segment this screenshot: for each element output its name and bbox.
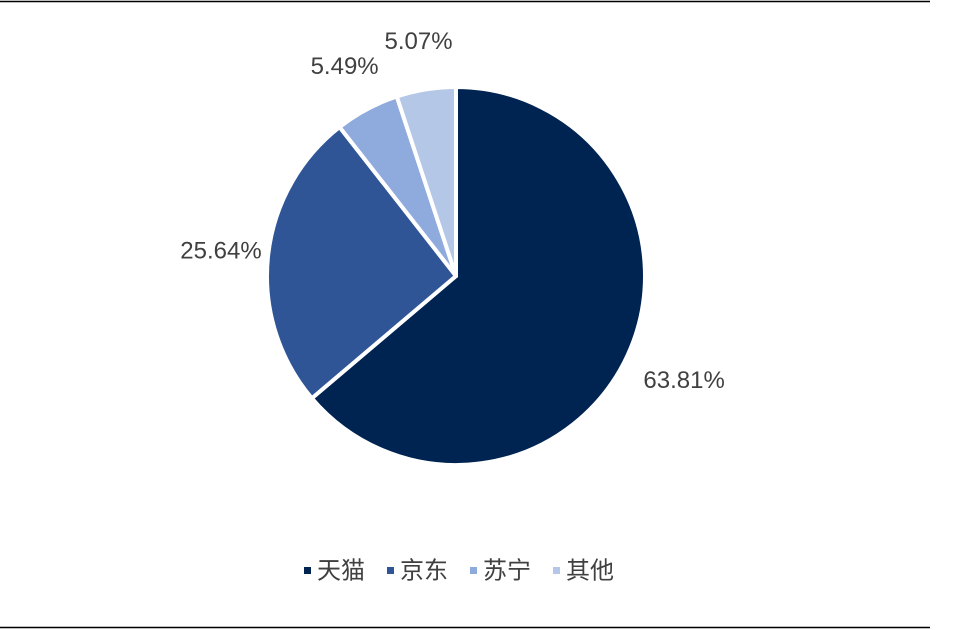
legend: 天猫 京东 苏宁 其他 [304, 557, 614, 585]
legend-swatch [553, 567, 560, 574]
legend-swatch [470, 567, 477, 574]
legend-label: 京东 [400, 557, 448, 585]
legend-label: 苏宁 [483, 557, 531, 585]
value-label: 63.81% [643, 367, 724, 394]
value-label: 5.07% [385, 28, 453, 55]
legend-label: 天猫 [317, 557, 365, 585]
pie-slice [394, 85, 458, 278]
legend-label: 其他 [566, 557, 614, 585]
legend-swatch [304, 567, 311, 574]
value-label: 25.64% [180, 237, 261, 264]
value-label: 5.49% [311, 53, 379, 80]
pie-slice [265, 125, 458, 401]
legend-swatch [387, 567, 394, 574]
pie-slice [309, 85, 647, 467]
